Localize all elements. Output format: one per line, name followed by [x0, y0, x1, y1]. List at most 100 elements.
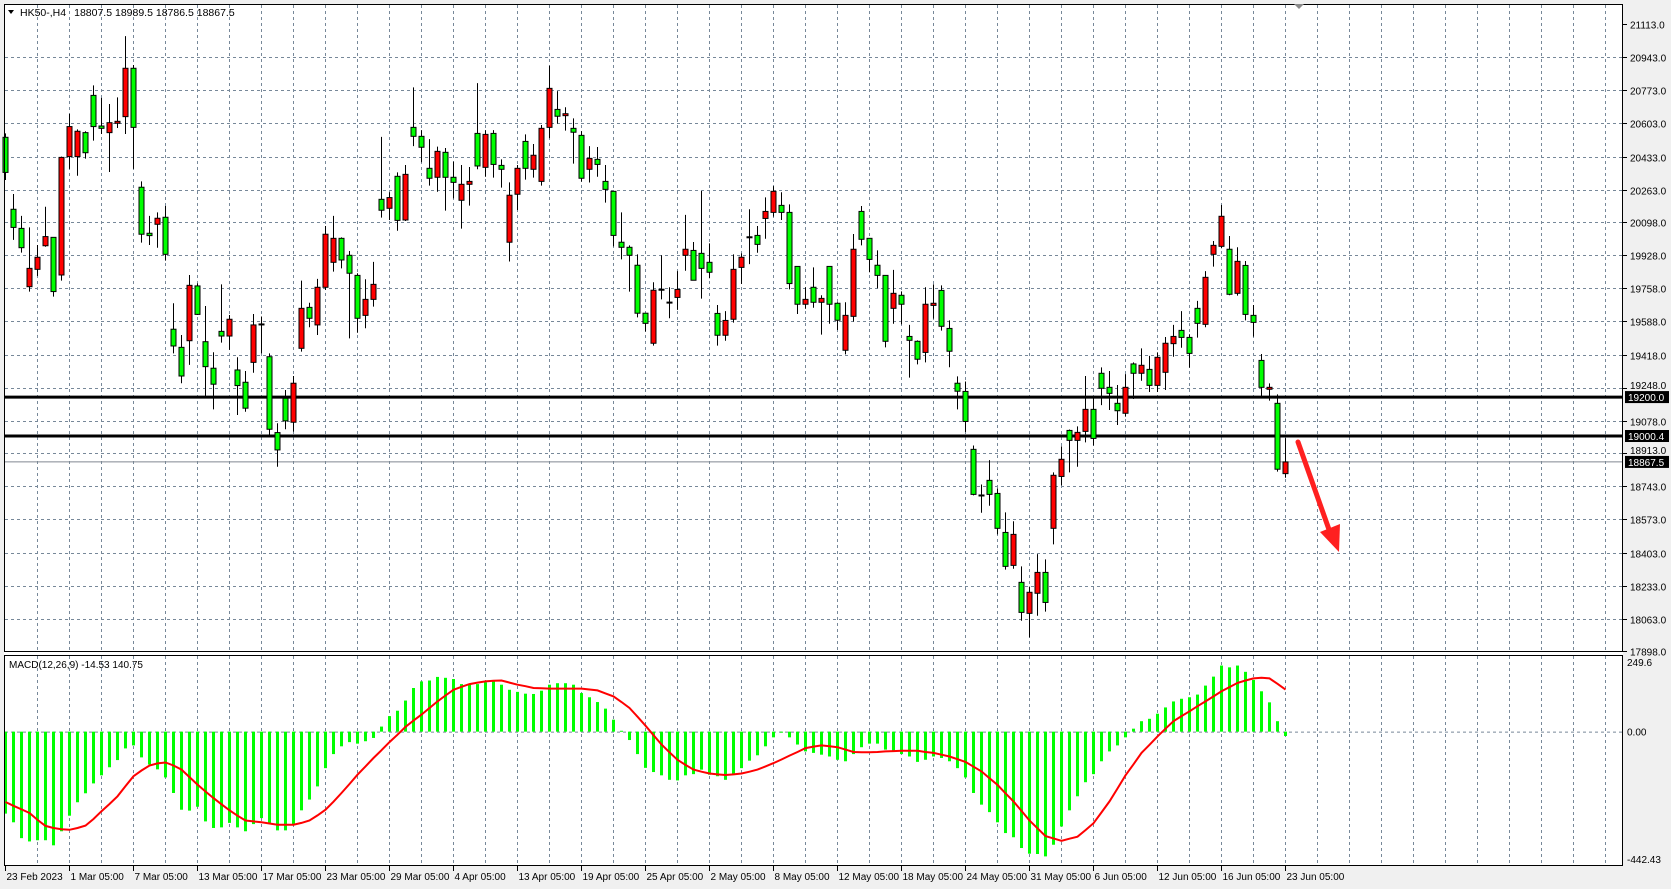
candle [1130, 362, 1137, 400]
candle-body [970, 448, 977, 495]
candle [306, 302, 313, 328]
symbol-timeframe: HK50-,H4 [20, 7, 66, 19]
collapse-triangle-icon[interactable] [8, 10, 14, 14]
macd-histogram-bar [956, 731, 959, 769]
candle-body [50, 236, 57, 293]
candle-body [858, 210, 865, 240]
candle-body [10, 208, 17, 228]
price-axis-label: 20773.0 [1630, 87, 1667, 98]
candle-body [1106, 386, 1113, 394]
macd-histogram-bar [84, 731, 87, 794]
candle [922, 287, 929, 363]
candle-body [922, 303, 929, 353]
candle [1106, 370, 1113, 410]
candle [538, 125, 545, 186]
candle-body [594, 158, 601, 165]
candle-body [1234, 260, 1241, 294]
macd-histogram-bar [20, 731, 23, 839]
candle [850, 234, 857, 322]
macd-histogram-bar [940, 731, 943, 758]
candle [970, 445, 977, 496]
macd-histogram-bar [796, 731, 799, 745]
time-axis-label: 8 May 05:00 [775, 872, 830, 883]
candle-body [210, 367, 217, 385]
macd-histogram-bar [380, 726, 383, 732]
candle-body [266, 356, 273, 430]
candle [794, 265, 801, 314]
candle [122, 36, 129, 134]
candle [250, 313, 257, 373]
candle-body [1130, 363, 1137, 374]
candle [1234, 247, 1241, 296]
candle [1202, 271, 1209, 328]
candle [1194, 300, 1201, 338]
macd-histogram-bar [268, 731, 271, 823]
candle [1258, 353, 1265, 397]
candle-body [850, 248, 857, 317]
candle-body [290, 382, 297, 423]
candle-body [546, 87, 553, 128]
macd-histogram-bar [372, 731, 375, 738]
time-axis-label: 6 Jun 05:00 [1095, 872, 1148, 883]
candle [458, 165, 465, 229]
candle-body [226, 318, 233, 337]
candle [578, 131, 585, 182]
price-axis-label: 19588.0 [1630, 318, 1667, 329]
macd-histogram-bar [1060, 731, 1063, 827]
candle-body [162, 216, 169, 255]
candle-body [58, 156, 65, 276]
candle [770, 186, 777, 217]
candle [898, 291, 905, 325]
price-axis-label: 18403.0 [1630, 550, 1667, 561]
candle [1034, 554, 1041, 616]
macd-histogram-bar [132, 731, 135, 746]
candle-body [170, 328, 177, 347]
candle-body [34, 256, 41, 270]
candle [634, 254, 641, 318]
candle [778, 192, 785, 220]
candle-body [866, 237, 873, 260]
candle-body [418, 135, 425, 148]
macd-histogram-bar [972, 731, 975, 793]
candle [1010, 521, 1017, 569]
candle-body [1042, 571, 1049, 603]
candle-body [618, 241, 625, 248]
candle-body [42, 236, 49, 247]
candle [170, 303, 177, 354]
macd-histogram-bar [68, 731, 71, 816]
candle [1074, 426, 1081, 467]
candle-body [978, 494, 985, 497]
candle-body [186, 284, 193, 342]
candle [162, 205, 169, 261]
candle-body [890, 292, 897, 309]
candle-body [298, 307, 305, 349]
candle-body [394, 175, 401, 221]
candle [490, 130, 497, 178]
candle-body [570, 127, 577, 133]
macd-histogram-bar [780, 731, 783, 733]
candle-body [434, 150, 441, 178]
candle [394, 172, 401, 231]
candle [602, 165, 609, 203]
candle-body [522, 140, 529, 169]
macd-histogram-bar [196, 731, 199, 807]
candle [338, 237, 345, 269]
candle [1026, 586, 1033, 638]
macd-histogram-bar [1244, 671, 1247, 732]
macd-histogram-bar [340, 731, 343, 747]
candle [506, 182, 513, 262]
candle [1186, 334, 1193, 368]
macd-histogram-bar [1004, 731, 1007, 834]
macd-histogram-bar [44, 731, 47, 841]
candle [1250, 305, 1257, 337]
macd-histogram-bar [476, 684, 479, 732]
candle [698, 190, 705, 299]
candle-body [554, 108, 561, 117]
candle-body [682, 248, 689, 256]
macd-histogram-bar [1052, 731, 1055, 845]
macd-histogram-bar [1084, 731, 1087, 783]
candle [1002, 512, 1009, 570]
candle-body [1154, 356, 1161, 386]
chart-shift-marker-icon[interactable] [1294, 4, 1304, 9]
